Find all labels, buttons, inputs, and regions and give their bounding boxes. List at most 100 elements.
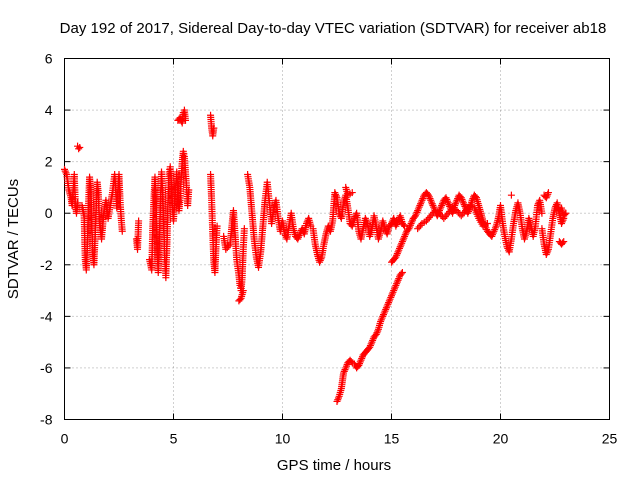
data-point [401, 231, 409, 239]
data-point [389, 288, 397, 296]
data-point [417, 221, 425, 229]
data-point [348, 189, 356, 197]
data-point [341, 366, 349, 374]
data-point [342, 362, 350, 370]
data-point [362, 216, 370, 224]
data-point [444, 199, 452, 207]
data-point [332, 190, 340, 198]
data-point [392, 281, 400, 289]
data-point [393, 219, 401, 227]
data-point [427, 196, 435, 204]
data-point [489, 229, 497, 237]
data-point [544, 190, 552, 198]
data-point [458, 195, 466, 203]
data-point [490, 227, 498, 235]
data-point [412, 210, 420, 218]
data-point [560, 238, 568, 246]
data-point [382, 305, 390, 313]
data-point [396, 243, 404, 251]
data-point [361, 214, 369, 222]
x-tick-label: 20 [493, 431, 509, 447]
data-point [355, 361, 363, 369]
data-point [333, 397, 341, 405]
data-point [443, 195, 451, 203]
data-point [294, 235, 302, 243]
data-point [367, 340, 375, 348]
data-point [425, 191, 433, 199]
data-point [378, 314, 386, 322]
data-point [426, 195, 434, 203]
data-point [417, 200, 425, 208]
data-point [407, 220, 415, 228]
data-point [397, 270, 405, 278]
data-point [558, 220, 566, 228]
data-point [363, 218, 371, 226]
data-point [342, 364, 350, 372]
data-point [394, 276, 402, 284]
x-tick-label: 0 [61, 431, 69, 447]
data-point [417, 198, 425, 206]
data-point [395, 275, 403, 283]
data-point [406, 221, 414, 229]
data-point [385, 297, 393, 305]
data-point [405, 225, 413, 233]
data-point [356, 358, 364, 366]
data-point [317, 255, 325, 263]
y-tick-label: 0 [45, 205, 53, 221]
data-point [459, 199, 467, 207]
plot-frame [64, 58, 610, 420]
data-point [213, 222, 221, 230]
data-point [225, 242, 233, 250]
data-point [118, 227, 126, 235]
data-point [391, 283, 399, 291]
data-point [544, 189, 552, 197]
data-point [538, 209, 546, 217]
data-point [406, 223, 414, 231]
data-point [374, 327, 382, 335]
data-point [135, 217, 143, 225]
data-point [559, 216, 567, 224]
data-point [387, 293, 395, 301]
data-point [428, 200, 436, 208]
x-tick-label: 5 [170, 431, 178, 447]
data-point [334, 396, 342, 404]
data-point [384, 300, 392, 308]
y-tick-label: 6 [45, 51, 53, 67]
data-point [483, 220, 491, 228]
x-tick-label: 10 [275, 431, 291, 447]
data-point [415, 203, 423, 211]
data-point [394, 248, 402, 256]
data-point [380, 309, 388, 317]
data-point [295, 232, 303, 240]
data-point [74, 199, 82, 207]
data-point [316, 258, 324, 266]
data-point [388, 290, 396, 298]
y-tick-label: 4 [45, 102, 53, 118]
data-point [377, 318, 385, 326]
data-point [181, 116, 189, 124]
data-point [390, 285, 398, 293]
data-point [452, 198, 460, 206]
y-tick-label: 2 [45, 154, 53, 170]
y-tick-label: -8 [40, 412, 53, 428]
data-point [390, 287, 398, 295]
y-tick-label: -4 [40, 308, 53, 324]
data-point [491, 226, 499, 234]
data-point [408, 218, 416, 226]
data-point [558, 218, 566, 226]
data-point [379, 312, 387, 320]
y-axis-label: SDTVAR / TECUs [5, 179, 22, 299]
data-point [559, 239, 567, 247]
data-point [414, 205, 422, 213]
data-point [294, 233, 302, 241]
data-point [76, 143, 84, 151]
data-point [75, 145, 83, 153]
data-point [392, 222, 400, 230]
data-point [459, 197, 467, 205]
data-point [356, 360, 364, 368]
data-point [398, 238, 406, 246]
data-point [413, 208, 421, 216]
x-tick-label: 15 [384, 431, 400, 447]
data-point [398, 269, 406, 277]
